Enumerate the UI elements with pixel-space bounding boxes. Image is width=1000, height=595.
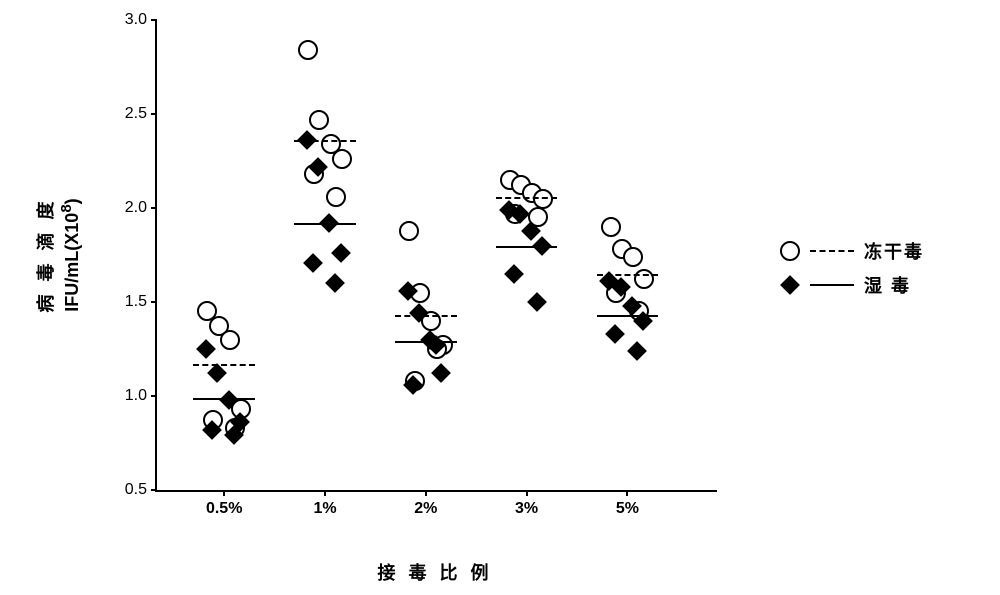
diamond-marker — [325, 273, 345, 293]
legend-line — [810, 284, 854, 286]
mean-line — [496, 197, 558, 199]
circle-marker — [399, 221, 419, 241]
mean-line — [597, 315, 659, 317]
diamond-marker — [208, 364, 228, 384]
diamond-marker — [196, 339, 216, 359]
mean-line — [395, 341, 457, 343]
circle-marker — [326, 187, 346, 207]
x-axis-label: 接 毒 比 例 — [377, 559, 492, 585]
mean-line — [496, 246, 558, 248]
x-tick-mark — [425, 490, 427, 496]
circle-marker — [623, 247, 643, 267]
diamond-marker — [605, 324, 625, 344]
mean-line — [294, 223, 356, 225]
plot-area: 0.51.01.52.02.53.00.5%1%2%3%5% — [155, 20, 717, 492]
circle-marker — [332, 149, 352, 169]
diamond-marker — [297, 130, 317, 150]
diamond-marker — [628, 341, 648, 361]
legend-row: 湿 毒 — [780, 272, 924, 298]
circle-icon — [780, 241, 800, 261]
y-axis-label-line1: 病 毒 滴 度 — [36, 197, 56, 312]
mean-line — [193, 398, 255, 400]
circle-marker — [298, 40, 318, 60]
y-tick-mark — [151, 207, 157, 209]
diamond-marker — [504, 264, 524, 284]
legend-label: 冻干毒 — [864, 238, 924, 264]
legend-label: 湿 毒 — [864, 272, 911, 298]
y-axis-label-line2: IFU/mL(X108) — [62, 198, 82, 311]
mean-line — [193, 364, 255, 366]
x-tick-mark — [526, 490, 528, 496]
legend-line — [810, 250, 854, 252]
y-tick-mark — [151, 489, 157, 491]
y-tick-mark — [151, 113, 157, 115]
y-tick-mark — [151, 395, 157, 397]
diamond-marker — [527, 292, 547, 312]
diamond-icon — [780, 278, 800, 292]
diamond-marker — [432, 364, 452, 384]
y-tick-mark — [151, 19, 157, 21]
legend: 冻干毒湿 毒 — [780, 230, 924, 306]
y-tick-mark — [151, 301, 157, 303]
circle-marker — [634, 269, 654, 289]
y-axis-label: 病 毒 滴 度 IFU/mL(X108) — [32, 197, 83, 312]
x-tick-mark — [223, 490, 225, 496]
diamond-marker — [331, 243, 351, 263]
circle-marker — [220, 330, 240, 350]
x-tick-mark — [324, 490, 326, 496]
legend-row: 冻干毒 — [780, 238, 924, 264]
circle-marker — [601, 217, 621, 237]
scatter-chart: 病 毒 滴 度 IFU/mL(X108) 0.51.01.52.02.53.00… — [0, 0, 1000, 595]
circle-marker — [309, 110, 329, 130]
diamond-marker — [303, 253, 323, 273]
x-tick-mark — [626, 490, 628, 496]
